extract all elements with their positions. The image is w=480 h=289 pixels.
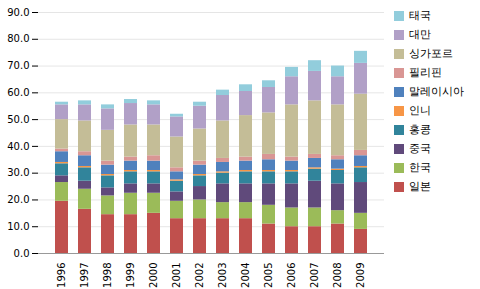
svg-text:2001: 2001 — [171, 263, 182, 288]
svg-text:1999: 1999 — [125, 263, 136, 288]
html-text:싱가포르: 싱가포르 — [409, 47, 453, 60]
svg-text:2007: 2007 — [309, 263, 320, 288]
html-text:인니: 인니 — [409, 104, 431, 117]
svg-text:1996: 1996 — [56, 263, 67, 288]
html-text:한국: 한국 — [409, 161, 431, 174]
html-text:말레이시아: 말레이시아 — [409, 85, 464, 98]
html-text:홍콩: 홍콩 — [409, 123, 431, 136]
svg-text:2005: 2005 — [263, 263, 274, 288]
svg-text:2004: 2004 — [240, 263, 251, 288]
svg-text:2000: 2000 — [148, 263, 159, 288]
html-text:일본: 일본 — [409, 180, 431, 193]
svg-text:2008: 2008 — [332, 263, 343, 288]
svg-text:70.0: 70.0 — [7, 60, 29, 71]
svg-text:2003: 2003 — [217, 263, 228, 288]
svg-text:90.0: 90.0 — [7, 7, 29, 18]
svg-text:60.0: 60.0 — [7, 87, 29, 98]
svg-text:2006: 2006 — [286, 263, 297, 288]
html-text:태국: 태국 — [409, 9, 431, 22]
svg-text:30.0: 30.0 — [7, 167, 29, 178]
html-text:중국: 중국 — [409, 142, 431, 155]
svg-text:10.0: 10.0 — [7, 221, 29, 232]
svg-text:2009: 2009 — [355, 263, 366, 288]
svg-text:50.0: 50.0 — [7, 114, 29, 125]
svg-text:0.0: 0.0 — [14, 248, 30, 259]
svg-text:20.0: 20.0 — [7, 194, 29, 205]
html-text:대만: 대만 — [409, 28, 431, 41]
svg-text:40.0: 40.0 — [7, 141, 29, 152]
svg-text:1997: 1997 — [79, 263, 90, 288]
svg-text:80.0: 80.0 — [7, 33, 29, 44]
html-text:필리핀: 필리핀 — [409, 66, 442, 79]
svg-text:2002: 2002 — [194, 263, 205, 288]
svg-text:1998: 1998 — [102, 263, 113, 288]
